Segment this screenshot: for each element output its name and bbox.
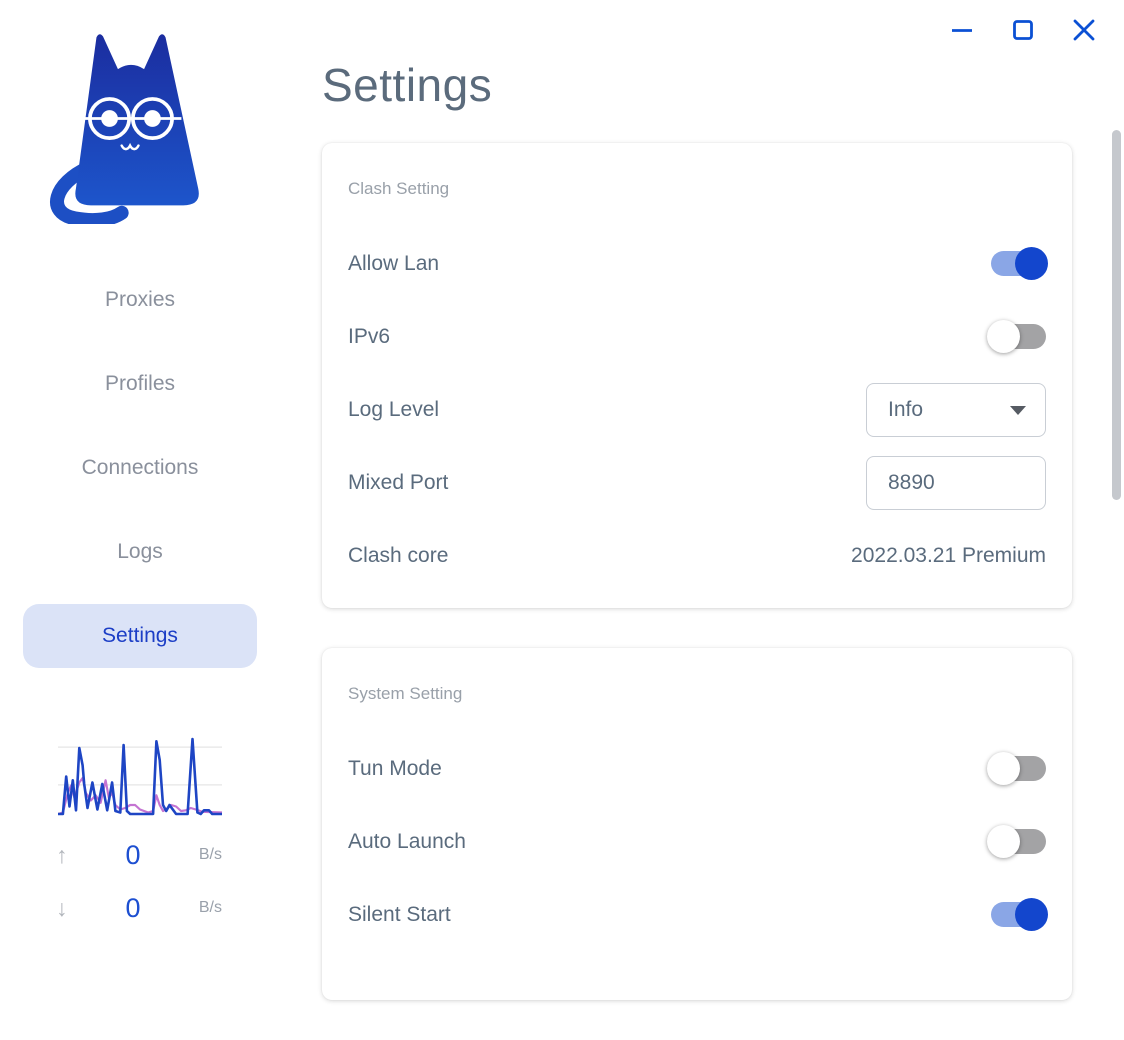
setting-label: Silent Start — [348, 902, 451, 926]
sidebar: Proxies Profiles Connections Logs Settings ↑… — [0, 0, 280, 937]
download-speed-unit: B/s — [198, 899, 222, 916]
toggle-knob — [987, 825, 1020, 858]
clash-cat-logo — [33, 28, 229, 228]
sidebar-item-logs[interactable]: Logs — [117, 540, 163, 563]
card-clash-setting: Clash Setting Allow Lan IPv6 Log Level Info M… — [322, 143, 1072, 608]
toggle-knob — [987, 752, 1020, 785]
setting-row-mixed-port: Mixed Port — [348, 446, 1046, 519]
setting-label: Clash core — [348, 543, 449, 567]
value-clash-core: 2022.03.21 Premium — [851, 543, 1046, 567]
toggle-silent-start[interactable] — [991, 898, 1048, 931]
sidebar-item-profiles[interactable]: Profiles — [104, 372, 176, 395]
setting-row-silent-start: Silent Start — [348, 878, 1048, 951]
cat-left-eye — [101, 110, 118, 127]
toggle-tun-mode[interactable] — [987, 752, 1046, 785]
setting-label: IPv6 — [348, 324, 391, 348]
download-speed-row: ↓ 0 B/s — [56, 891, 222, 925]
close-icon[interactable] — [1072, 18, 1096, 42]
setting-row-ipv6: IPv6 — [348, 300, 1046, 373]
glasses-left-lens — [88, 97, 131, 140]
setting-label: Mixed Port — [348, 470, 449, 494]
setting-row-tun-mode: Tun Mode — [348, 732, 1046, 805]
setting-label: Log Level — [348, 397, 440, 421]
select-log-level[interactable]: Info — [866, 382, 1046, 437]
sidebar-item-settings[interactable]: Settings — [23, 604, 257, 668]
setting-row-clash-core: Clash core 2022.03.21 Premium — [348, 519, 1046, 592]
settings-cards: Clash Setting Allow Lan IPv6 Log Level Info M… — [322, 143, 1072, 1040]
dropdown-caret-icon — [1010, 405, 1026, 415]
card-system-setting: System Setting Tun Mode Auto Launch Silent … — [322, 648, 1072, 1000]
toggle-knob — [1015, 898, 1048, 931]
toggle-ipv6[interactable] — [987, 320, 1046, 353]
upload-speed-value: 0 — [125, 839, 141, 870]
card-section-label: System Setting — [348, 684, 463, 703]
upload-speed-row: ↑ 0 B/s — [56, 838, 222, 872]
sparkline-download — [58, 737, 222, 816]
download-speed-value: 0 — [125, 892, 141, 923]
scrollbar-thumb[interactable] — [1112, 130, 1121, 500]
up-arrow-icon: ↑ — [56, 841, 68, 868]
setting-label: Allow Lan — [348, 251, 440, 275]
setting-label: Tun Mode — [348, 756, 442, 780]
cat-tail — [50, 161, 129, 228]
upload-speed-unit: B/s — [198, 846, 222, 863]
page-title: Settings — [322, 59, 493, 111]
glasses-right-lens — [131, 97, 174, 140]
sidebar-item-connections[interactable]: Connections — [81, 456, 199, 479]
sidebar-item-proxies[interactable]: Proxies — [104, 288, 176, 311]
traffic-chart — [57, 732, 223, 816]
input-mixed-port[interactable] — [866, 455, 1046, 510]
maximize-icon[interactable] — [1011, 18, 1035, 42]
minimize-icon[interactable] — [950, 18, 974, 42]
toggle-auto-launch[interactable] — [987, 825, 1046, 858]
setting-row-allow-lan: Allow Lan — [348, 227, 1048, 300]
toggle-allow-lan[interactable] — [991, 247, 1048, 280]
sidebar-nav: Proxies Profiles Connections Logs Settings — [23, 268, 257, 688]
setting-row-auto-launch: Auto Launch — [348, 805, 1046, 878]
toggle-knob — [1015, 247, 1048, 280]
cat-mouth — [120, 142, 140, 151]
setting-row-log-level: Log Level Info — [348, 373, 1046, 446]
setting-label: Auto Launch — [348, 829, 466, 853]
cat-right-eye — [144, 110, 161, 127]
select-value: Info — [888, 397, 924, 421]
down-arrow-icon: ↓ — [56, 894, 68, 921]
window-controls — [950, 18, 1096, 42]
toggle-knob — [987, 320, 1020, 353]
card-section-label: Clash Setting — [348, 179, 450, 198]
